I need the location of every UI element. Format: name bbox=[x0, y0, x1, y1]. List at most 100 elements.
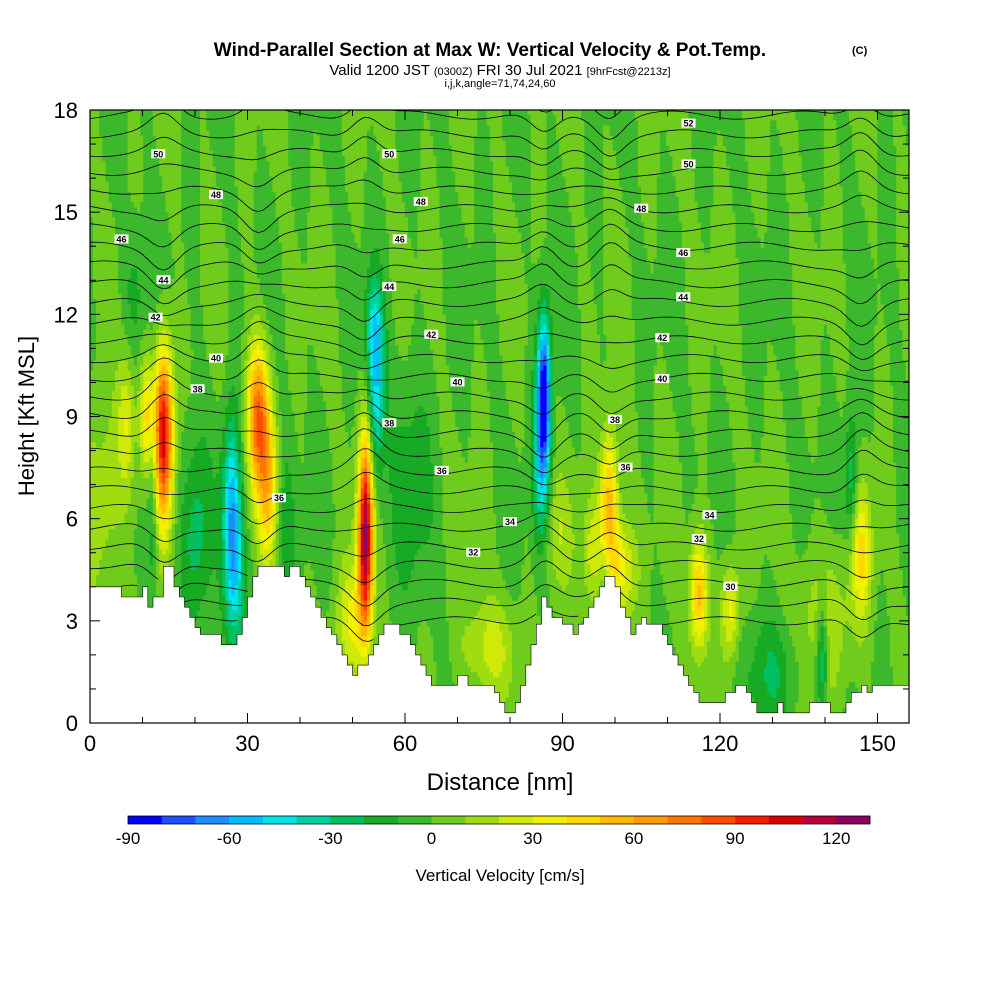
velocity-cell bbox=[871, 257, 875, 433]
velocity-cell bbox=[162, 482, 166, 494]
velocity-cell bbox=[99, 135, 103, 448]
velocity-cell bbox=[118, 293, 122, 361]
velocity-cell bbox=[461, 222, 466, 458]
velocity-cell bbox=[524, 110, 529, 284]
velocity-cell bbox=[823, 324, 828, 514]
velocity-cell bbox=[127, 303, 132, 346]
velocity-cell bbox=[370, 584, 374, 606]
velocity-cell bbox=[363, 625, 368, 637]
velocity-cell bbox=[193, 498, 198, 570]
velocity-cell bbox=[578, 110, 582, 310]
colorbar-tick-label: -60 bbox=[217, 829, 242, 848]
velocity-cell bbox=[291, 411, 296, 499]
velocity-cell bbox=[228, 513, 233, 550]
velocity-cell bbox=[707, 252, 711, 412]
velocity-cell bbox=[259, 380, 264, 397]
velocity-cell bbox=[344, 431, 349, 550]
velocity-cell bbox=[118, 110, 122, 295]
velocity-cell bbox=[782, 651, 787, 719]
velocity-cell bbox=[423, 411, 428, 545]
velocity-cell bbox=[247, 380, 251, 453]
velocity-cell bbox=[543, 237, 548, 284]
velocity-cell bbox=[833, 687, 837, 723]
velocity-cell bbox=[685, 324, 689, 524]
velocity-cell bbox=[165, 503, 170, 514]
velocity-cell bbox=[776, 666, 781, 688]
velocity-cell bbox=[159, 334, 163, 346]
velocity-cell bbox=[877, 110, 881, 284]
velocity-cell bbox=[763, 681, 768, 723]
velocity-cell bbox=[546, 446, 551, 463]
velocity-cell bbox=[483, 360, 488, 601]
velocity-cell bbox=[663, 130, 667, 361]
velocity-cell bbox=[127, 110, 132, 192]
velocity-cell bbox=[811, 462, 815, 514]
velocity-cell bbox=[452, 110, 456, 172]
velocity-cell bbox=[675, 431, 680, 673]
velocity-cell bbox=[190, 110, 195, 351]
velocity-cell bbox=[609, 544, 614, 570]
velocity-cell bbox=[493, 513, 497, 596]
velocity-cell bbox=[275, 217, 280, 376]
velocity-cell bbox=[360, 584, 365, 601]
velocity-cell bbox=[263, 145, 267, 305]
velocity-cell bbox=[244, 110, 248, 361]
velocity-cell bbox=[253, 110, 258, 172]
velocity-cell bbox=[688, 554, 692, 642]
velocity-cell bbox=[137, 288, 141, 305]
velocity-cell bbox=[861, 513, 866, 535]
x-tick-label: 0 bbox=[84, 731, 96, 756]
velocity-cell bbox=[181, 503, 185, 611]
velocity-cell bbox=[360, 457, 365, 468]
velocity-cell bbox=[133, 268, 138, 325]
velocity-cell bbox=[373, 441, 377, 458]
velocity-cell bbox=[225, 406, 229, 433]
velocity-cell bbox=[574, 110, 579, 254]
velocity-cell bbox=[641, 477, 645, 723]
velocity-cell bbox=[782, 171, 787, 422]
velocity-cell bbox=[404, 110, 409, 218]
velocity-cell bbox=[455, 191, 459, 427]
velocity-cell bbox=[584, 110, 588, 218]
velocity-cell bbox=[115, 242, 119, 371]
velocity-cell bbox=[700, 544, 705, 560]
velocity-cell bbox=[867, 110, 872, 244]
velocity-cell bbox=[527, 554, 532, 723]
velocity-cell bbox=[785, 462, 790, 627]
velocity-cell bbox=[212, 569, 217, 652]
theta-contour-label: 46 bbox=[114, 234, 129, 244]
velocity-cell bbox=[682, 508, 686, 723]
velocity-cell bbox=[546, 380, 551, 422]
colorbar-swatch bbox=[128, 816, 163, 824]
velocity-cell bbox=[735, 257, 740, 576]
theta-contour-label: 50 bbox=[681, 159, 696, 169]
velocity-cell bbox=[543, 314, 548, 325]
velocity-cell bbox=[518, 462, 522, 596]
theta-contour-line bbox=[90, 194, 909, 234]
velocity-cell bbox=[801, 554, 806, 723]
chart-title: Wind-Parallel Section at Max W: Vertical… bbox=[214, 40, 766, 61]
velocity-cell bbox=[565, 421, 570, 489]
velocity-cell bbox=[896, 533, 900, 723]
velocity-cell bbox=[206, 360, 210, 448]
svg-text:48: 48 bbox=[636, 204, 646, 214]
velocity-cell bbox=[533, 324, 538, 356]
theta-contour-line bbox=[90, 321, 909, 360]
velocity-cell bbox=[571, 227, 576, 448]
velocity-cell bbox=[360, 523, 365, 565]
velocity-cell bbox=[757, 635, 762, 713]
colorbar-tick-label: 90 bbox=[726, 829, 745, 848]
velocity-cell bbox=[244, 533, 248, 627]
velocity-cell bbox=[162, 472, 166, 484]
colorbar-tick-label: 60 bbox=[624, 829, 643, 848]
velocity-cell bbox=[763, 666, 768, 683]
velocity-cell bbox=[165, 492, 170, 504]
velocity-cell bbox=[729, 641, 733, 657]
velocity-cell bbox=[430, 349, 434, 463]
velocity-cell bbox=[612, 472, 617, 504]
velocity-cell bbox=[505, 400, 510, 591]
velocity-cell bbox=[521, 564, 525, 723]
theta-contour-line bbox=[90, 394, 909, 439]
velocity-cell bbox=[546, 462, 551, 478]
velocity-cell bbox=[713, 344, 718, 550]
